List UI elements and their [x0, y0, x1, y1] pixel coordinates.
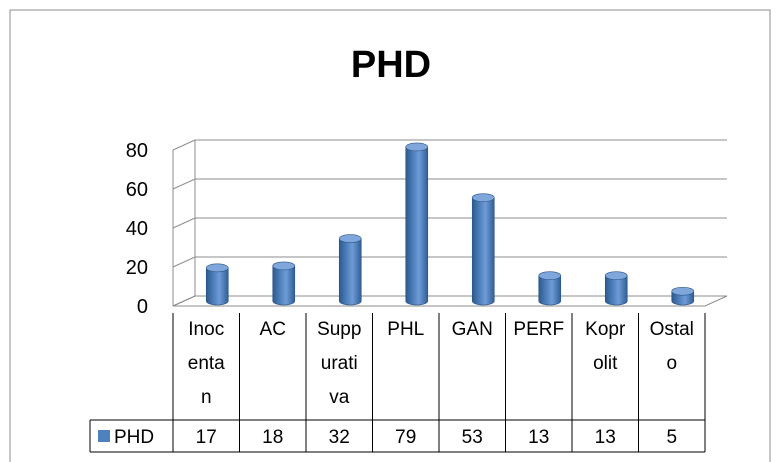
- y-tick-label: 40: [126, 218, 148, 240]
- chart-frame: [9, 9, 771, 462]
- data-value-label: 13: [528, 427, 549, 448]
- bar: [405, 142, 429, 306]
- data-value-label: 79: [395, 427, 416, 448]
- bar-body: [604, 275, 628, 306]
- x-category-label: o: [666, 353, 677, 374]
- x-category-label: Ostal: [650, 319, 694, 340]
- x-category-label: urati: [321, 353, 358, 374]
- x-category-label: PHL: [387, 319, 424, 340]
- gridline: [172, 139, 727, 151]
- x-category-label: va: [329, 387, 350, 408]
- data-value-label: 5: [666, 427, 677, 448]
- bar: [471, 193, 495, 306]
- data-value-label: 17: [196, 427, 217, 448]
- bar-body: [272, 265, 296, 306]
- x-category-label: PERF: [513, 319, 564, 340]
- bar-cap: [604, 271, 628, 280]
- y-tick-label: 0: [137, 296, 148, 318]
- bar-body: [205, 267, 229, 306]
- gridline: [172, 178, 727, 190]
- bar: [538, 271, 562, 306]
- bar: [671, 286, 695, 306]
- x-category-label: GAN: [452, 319, 493, 340]
- bar-cap: [205, 263, 229, 273]
- bar-cap: [338, 234, 362, 243]
- bar-cap: [538, 271, 562, 280]
- bar: [205, 263, 229, 306]
- y-tick-label: 20: [126, 257, 148, 279]
- x-category-label: n: [201, 387, 212, 408]
- bar: [604, 271, 628, 306]
- x-category-label: Supp: [317, 319, 361, 340]
- bar-body: [405, 146, 429, 306]
- bar: [272, 261, 296, 306]
- gridline: [172, 256, 727, 268]
- x-category-label: Kopr: [585, 319, 626, 340]
- bar-body: [471, 197, 495, 306]
- bar: [338, 234, 362, 306]
- chart-floor: [172, 295, 728, 307]
- data-value-label: 18: [262, 427, 283, 448]
- y-tick-label: 80: [126, 140, 148, 162]
- chart-title: PHD: [350, 44, 432, 86]
- legend-label: PHD: [114, 427, 154, 448]
- x-category-label: AC: [260, 319, 286, 340]
- y-tick-label: 60: [126, 179, 148, 201]
- bar-cap: [671, 286, 695, 296]
- bar-cap: [405, 142, 429, 152]
- x-category-label: Inoc: [188, 319, 224, 340]
- bar-body: [338, 238, 362, 306]
- data-value-label: 32: [329, 427, 350, 448]
- data-value-label: 53: [462, 427, 483, 448]
- gridline: [172, 217, 727, 229]
- bar-body: [538, 275, 562, 306]
- data-value-label: 13: [595, 427, 616, 448]
- bar-cap: [471, 193, 495, 202]
- legend-swatch: [98, 430, 110, 442]
- x-category-label: olit: [593, 353, 618, 374]
- x-category-label: enta: [188, 353, 225, 374]
- bar-cap: [272, 261, 296, 271]
